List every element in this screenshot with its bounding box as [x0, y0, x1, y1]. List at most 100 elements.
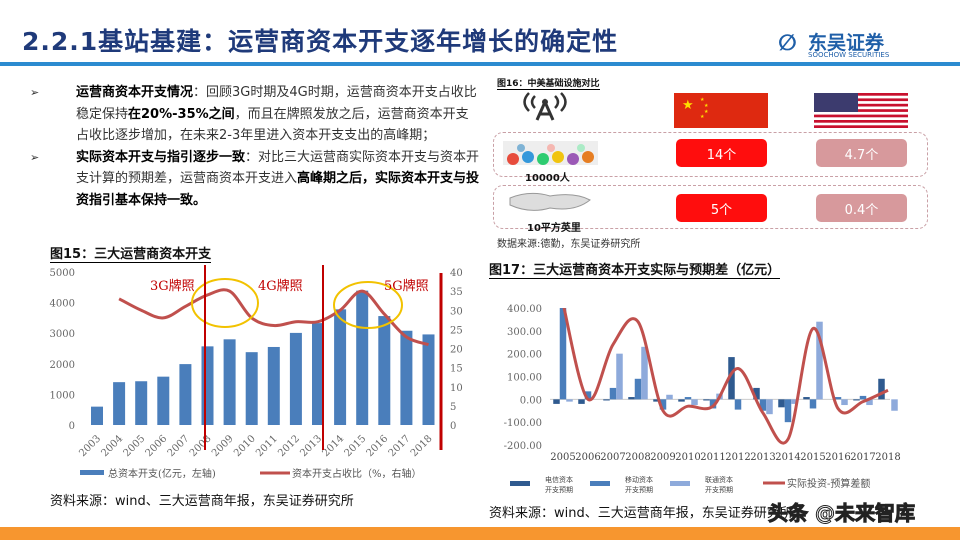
fig15-source: 资料来源：wind、三大运营商年报，东吴证券研究所 [50, 494, 354, 509]
y-left-tick-label: 2000 [50, 360, 75, 371]
license-label: 4G牌照 [258, 278, 303, 294]
y-right-tick-label: 25 [450, 325, 463, 336]
bullet-heading: 实际资本开支与指引逐步一致 [76, 149, 246, 165]
bar [853, 399, 860, 401]
arrow-bullet-icon: ➢ [30, 86, 40, 99]
fig17-source: 资料来源：wind、三大运营商年报，东吴证券研究所 [489, 506, 793, 521]
bar [245, 352, 258, 425]
bar [179, 364, 192, 425]
bar [759, 399, 767, 411]
fig16-title: 图16：中美基础设施对比 [497, 76, 600, 90]
y-left-tick-label: 0 [69, 421, 75, 432]
x-tick-label: 2004 [99, 433, 125, 459]
bar [609, 387, 617, 400]
fig17-title: 图17：三大运营商资本开支实际与预期差（亿元） [489, 259, 781, 279]
y-right-tick-label: 40 [450, 268, 463, 279]
svg-text:★: ★ [704, 109, 709, 115]
bar [616, 353, 623, 400]
china-flag-icon: ★ ★★ ★★ [674, 93, 768, 128]
page-title: 2.2.1基站基建：运营商资本开支逐年增长的确定性 [22, 27, 619, 56]
y-right-tick-label: 35 [450, 287, 463, 298]
bar [400, 330, 413, 425]
bullet-item: ➢ 运营商资本开支情况：回顾3G时期及4G时期，运营商资本开支占收比稳定保持在2… [30, 82, 480, 147]
bar [809, 399, 817, 409]
svg-text:★: ★ [682, 98, 694, 113]
x-tick-label: 2006 [575, 452, 600, 463]
bar [684, 397, 692, 400]
license-label: 3G牌照 [150, 278, 195, 294]
row-label: 10000人 [525, 173, 570, 184]
x-tick-label: 2011 [254, 433, 280, 459]
svg-text:★: ★ [700, 97, 705, 103]
y-tick-label: 400.00 [507, 304, 542, 315]
footer-bar [0, 527, 960, 540]
x-tick-label: 2011 [700, 452, 725, 463]
x-tick-label: 2008 [188, 433, 214, 459]
china-value: 14个 [676, 139, 767, 167]
logo-english: SOOCHOW SECURITIES [808, 51, 890, 59]
legend-bar-swatch [510, 481, 530, 486]
ratio-line [118, 288, 429, 347]
bar [566, 399, 573, 402]
bar [753, 387, 760, 400]
bar [289, 332, 302, 425]
bullet-item: ➢ 实际资本开支与指引逐步一致：对比三大运营商实际资本开支与资本开支计算的预期差… [30, 147, 480, 212]
bar [784, 399, 792, 423]
y-tick-label: 200.00 [507, 350, 542, 361]
logo-mark-icon: ∅ [778, 31, 797, 56]
bar [135, 381, 148, 425]
cell-tower-icon [523, 92, 567, 121]
bar [666, 394, 673, 400]
bar [709, 399, 717, 409]
bar [356, 290, 369, 425]
bar [653, 399, 660, 402]
bar [553, 399, 560, 404]
logo-name: 东吴证券 [808, 32, 885, 54]
y-tick-label: 300.00 [507, 327, 542, 338]
header-divider [0, 62, 960, 66]
bar [559, 308, 567, 400]
bar [578, 399, 585, 404]
bar [201, 346, 214, 425]
bullet-text: ：对比三大运营商实际资本开支与资本开支计算的预期差，运营商资本开支进入 [76, 149, 480, 187]
us-flag-icon [814, 93, 908, 128]
bar [641, 346, 648, 400]
bar [91, 406, 103, 425]
bar [816, 321, 823, 400]
gap-line [562, 308, 889, 445]
x-tick-label: 2007 [166, 433, 192, 459]
x-tick-label: 2013 [298, 433, 324, 459]
fig16-source: 数据来源:德勤，东吴证券研究所 [497, 239, 641, 250]
bar [334, 309, 347, 425]
highlight-circle [333, 281, 403, 329]
x-tick-label: 2010 [232, 433, 258, 459]
arrow-bullet-icon: ➢ [30, 150, 40, 164]
bar [791, 399, 798, 404]
brand-logo: ∅ 东吴证券 SOOCHOW SECURITIES [778, 30, 928, 60]
legend-label: 资本开支占收比（%，右轴） [292, 467, 422, 480]
bar [678, 399, 685, 402]
y-tick-label: 100.00 [507, 373, 542, 384]
bar [891, 399, 898, 411]
bar [859, 395, 867, 400]
y-tick-label: 0.00 [520, 395, 542, 406]
x-tick-label: 2005 [550, 452, 575, 463]
bullet-text: ，而且在牌照发放之后，运营商资本开支占收比逐步增加，在未来2-3年里进入资本开支… [76, 106, 469, 144]
legend-bar-swatch [670, 481, 690, 486]
bar [603, 399, 610, 401]
y-left-tick-label: 4000 [50, 299, 75, 310]
bar [634, 378, 642, 400]
x-tick-label: 2014 [320, 433, 346, 459]
bullet-emphasis: 在20%-35%之间 [128, 106, 235, 122]
x-tick-label: 2007 [600, 452, 625, 463]
y-right-tick-label: 10 [450, 383, 463, 394]
china-value: 5个 [676, 194, 767, 222]
svg-text:★: ★ [700, 114, 705, 120]
svg-text:★: ★ [704, 103, 709, 109]
x-tick-label: 2003 [77, 433, 103, 459]
x-tick-label: 2009 [210, 433, 236, 459]
map-icon [509, 192, 591, 211]
capex-chart: 0 1000 2000 3000 4000 5000 0 5 10 15 20 25 30 35 40 200… [50, 265, 463, 480]
x-tick-label: 2005 [122, 433, 148, 459]
x-tick-label: 2010 [675, 452, 700, 463]
